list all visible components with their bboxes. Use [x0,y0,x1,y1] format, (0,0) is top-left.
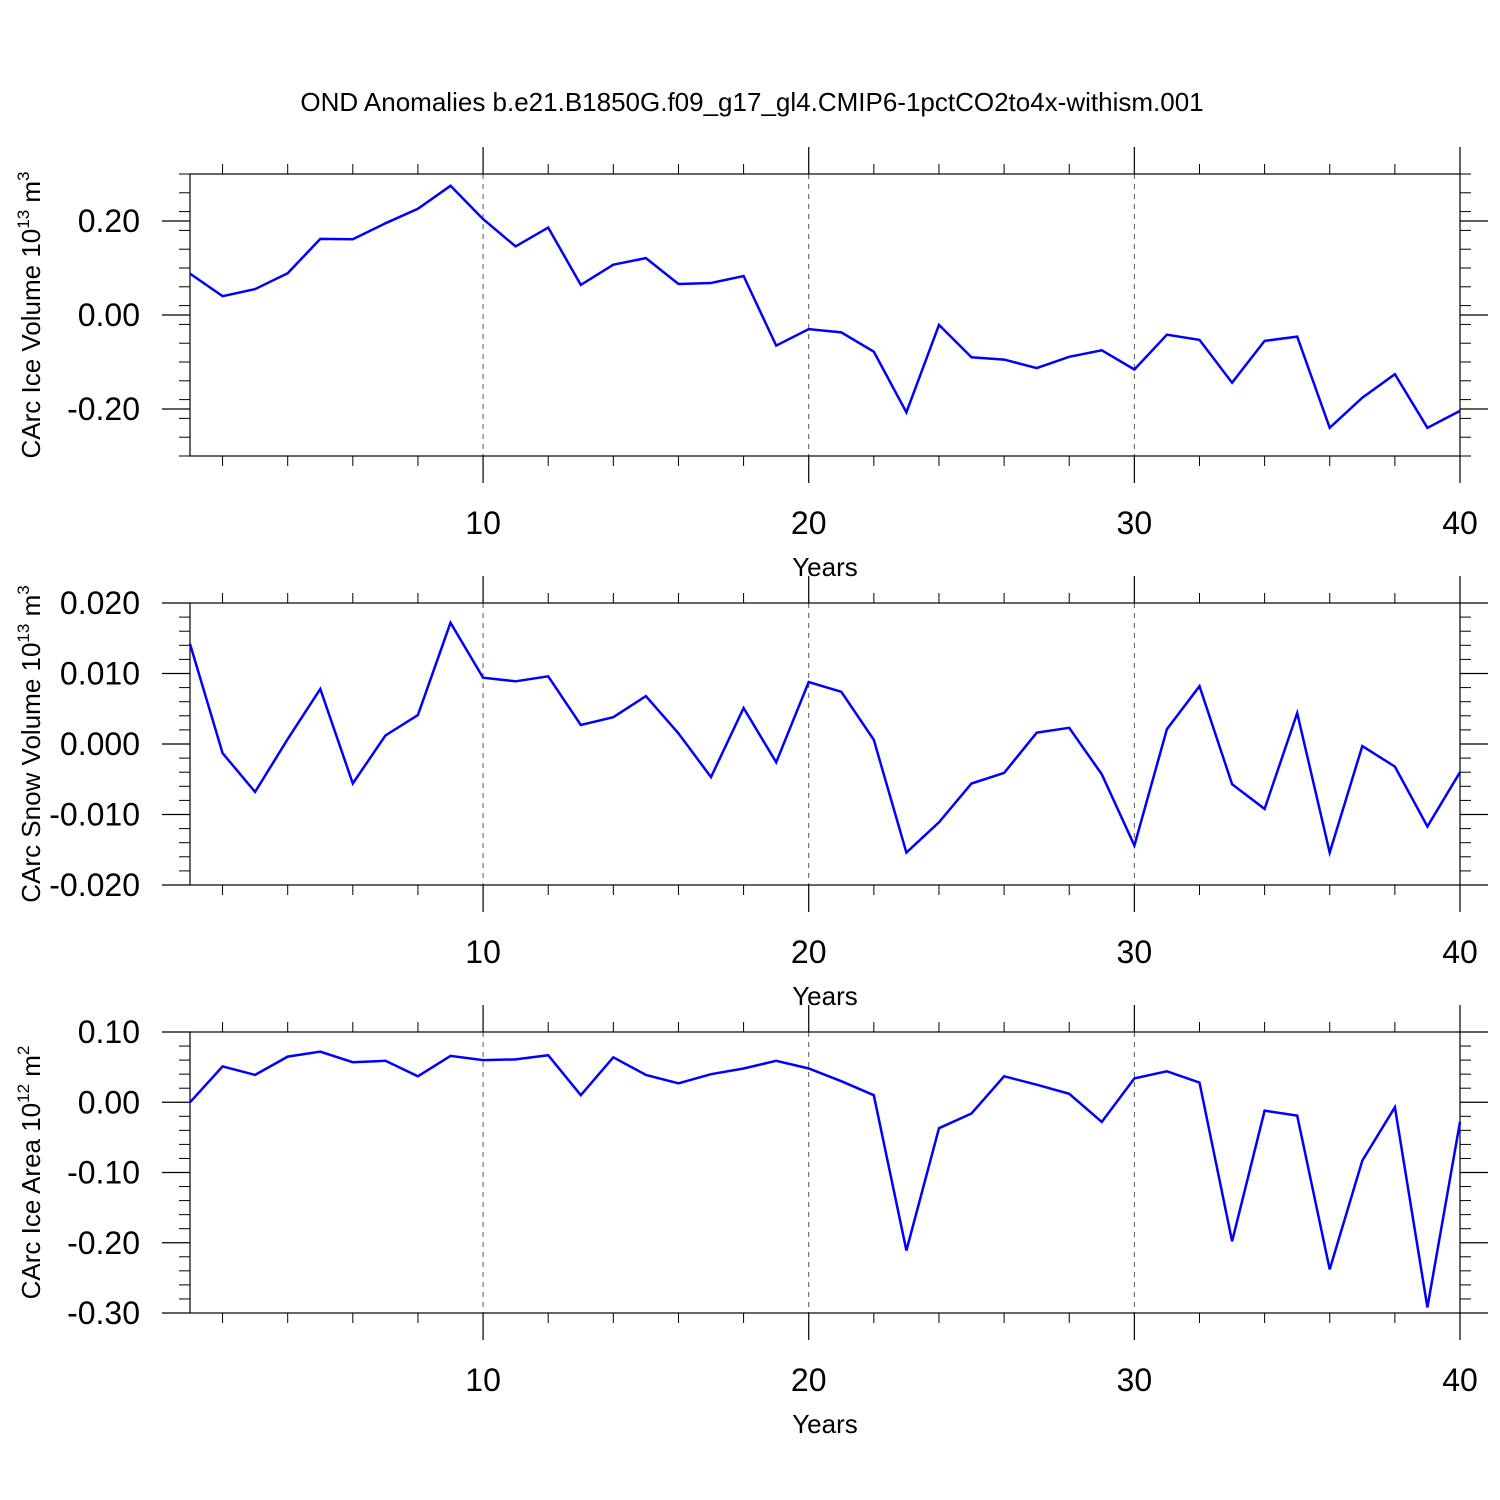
y-tick-label: -0.10 [67,1155,140,1191]
x-tick-label: 40 [1442,934,1478,970]
x-tick-label: 10 [465,1362,501,1398]
x-tick-label: 40 [1442,1362,1478,1398]
x-tick-label: 10 [465,505,501,541]
x-tick-label: 20 [791,505,827,541]
panel-1: 10 20 30 40 -0.20 0.00 0.20 Years CArc Ice Volum… [14,147,1488,582]
y-tick-label: 0.020 [60,585,140,621]
series-line [189,1050,1462,1308]
y-tick-label: -0.30 [67,1295,140,1331]
y-tick-label: -0.20 [67,391,140,427]
x-tick-label: 10 [465,934,501,970]
y-tick-label: 0.20 [78,203,140,239]
series-line [188,619,1462,858]
panels: 10 20 30 40 -0.20 0.00 0.20 Years CArc Ice Volum… [14,147,1488,1439]
x-axis-label: Years [792,981,858,1011]
y-axis-label: CArc Snow Volume 1013 m3 [14,585,46,902]
x-tick-label: 20 [791,934,827,970]
x-axis-label: Years [792,1409,858,1439]
x-axis-label: Years [792,552,858,582]
figure-title: OND Anomalies b.e21.B1850G.f09_g17_gl4.C… [300,87,1203,117]
x-tick-label: 20 [791,1362,827,1398]
y-axis-label: CArc Ice Area 1012 m2 [14,1046,46,1300]
y-tick-label: 0.00 [78,1084,140,1120]
y-tick-label: 0.00 [78,297,140,333]
panel-2: 10 20 30 40 -0.020 -0.010 0.000 0.010 0.020 Years… [14,576,1488,1011]
x-tick-label: 30 [1117,934,1153,970]
y-tick-label: 0.000 [60,726,140,762]
y-tick-label: -0.010 [49,797,140,833]
y-tick-label: -0.020 [49,867,140,903]
y-axis-label: CArc Ice Volume 1013 m3 [14,171,46,458]
series-line [189,184,1461,431]
x-tick-label: 30 [1117,1362,1153,1398]
x-tick-label: 30 [1117,505,1153,541]
y-tick-label: 0.010 [60,656,140,692]
x-tick-label: 40 [1442,505,1478,541]
panel-3: 10 20 30 40 -0.30 -0.20 -0.10 0.00 0.10 Years CArc… [14,1005,1488,1439]
y-tick-label: -0.20 [67,1225,140,1261]
y-tick-label: 0.10 [78,1014,140,1050]
